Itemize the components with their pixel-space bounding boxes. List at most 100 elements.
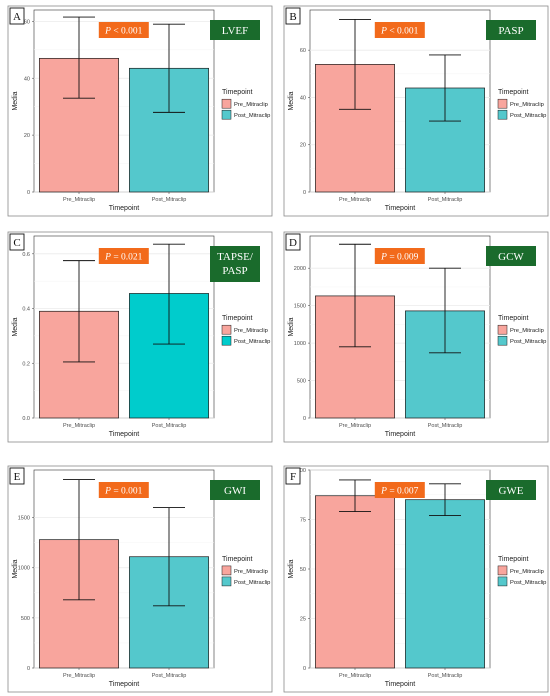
metric-title-box [210,480,260,500]
panel-letter-box [285,7,301,25]
legend-swatch [221,324,232,335]
p-value-label: P = 0.021 [104,253,143,263]
legend-label: Pre_Mitraclip [234,102,268,108]
legend-label: Post_Mitraclip [510,339,546,345]
legend-label: Pre_Mitraclip [510,102,544,108]
metric-title: GWI [224,485,246,497]
legend-label: Pre_Mitraclip [510,569,544,575]
y-tick-label: 100 [297,468,306,474]
y-tick-label: 0.6 [22,252,30,258]
legend-swatch [497,109,508,120]
panel-d: 0 500 1000 1500 2000 Pre_Mitraclip Post_Mitrac… [283,231,549,443]
legend-label: Pre_Mitraclip [234,328,268,334]
p-value-box [98,22,149,38]
y-axis-title: Media [288,317,295,336]
y-tick-label: 0.0 [22,416,30,422]
legend-label: Post_Mitraclip [510,580,546,586]
y-tick-label: 40 [24,76,30,82]
x-tick-label: Post_Mitraclip [152,197,187,203]
y-tick-label: 50 [300,567,306,573]
y-axis-title: Media [12,559,19,578]
metric-title: LVEF [222,25,249,37]
legend-label: Post_Mitraclip [234,339,270,345]
metric-title: GCW [498,251,524,263]
y-tick-label: 2000 [294,266,306,272]
panel-letter: B [289,11,296,23]
panel-letter-box [9,467,25,485]
legend-swatch [221,565,232,576]
y-axis-title: Media [288,559,295,578]
p-value-label: P = 0.007 [380,487,419,497]
legend-title: Timepoint [498,556,529,563]
legend-label: Post_Mitraclip [234,113,270,119]
p-value-label: P = 0.001 [104,487,143,497]
y-tick-label: 500 [21,616,30,622]
metric-title: PASP [498,25,523,37]
y-tick-label: 60 [300,48,306,54]
p-value-label: P = 0.009 [380,253,419,263]
p-value-box [98,248,149,264]
p-value-box [374,482,425,498]
bar-pre-mitraclip [315,495,395,669]
metric-title: TAPSE/PASP [217,251,254,277]
y-tick-label: 75 [300,518,306,524]
panel-letter-box [285,233,301,251]
legend-title: Timepoint [222,89,253,96]
y-tick-label: 0 [27,666,30,672]
x-tick-label: Pre_Mitraclip [63,423,95,429]
x-axis-title: Timepoint [385,431,416,438]
legend-label: Post_Mitraclip [234,580,270,586]
p-value-box [374,248,425,264]
x-tick-label: Pre_Mitraclip [63,197,95,203]
y-tick-label: 20 [300,143,306,149]
x-tick-label: Post_Mitraclip [428,673,463,679]
panel-letter: E [14,471,21,483]
metric-title: GWE [498,485,523,497]
panel-e: 0 500 1000 1500 Pre_Mitraclip Post_Mitraclip T… [7,465,273,693]
legend-label: Pre_Mitraclip [234,569,268,575]
x-axis-title: Timepoint [385,681,416,688]
legend-swatch [497,324,508,335]
legend-title: Timepoint [222,315,253,322]
panel-letter: C [13,237,20,249]
panel-letter: A [13,11,21,23]
y-tick-label: 0 [303,666,306,672]
legend-swatch [497,335,508,346]
panel-letter-box [285,467,301,485]
legend-swatch [221,335,232,346]
x-axis-title: Timepoint [109,681,140,688]
p-value-label: P < 0.001 [380,27,419,37]
metric-title-box [486,246,536,266]
y-tick-label: 1000 [18,566,30,572]
panel-f: 0 25 50 75 100 Pre_Mitraclip Post_Mitraclip Tim… [283,465,549,693]
x-axis-title: Timepoint [109,431,140,438]
y-tick-label: 25 [300,617,306,623]
x-tick-label: Post_Mitraclip [152,673,187,679]
legend-swatch [497,565,508,576]
legend-swatch [497,576,508,587]
panel-letter-box [9,7,25,25]
y-axis-title: Media [12,317,19,336]
x-tick-label: Pre_Mitraclip [63,673,95,679]
panel-letter: F [290,471,296,483]
legend-title: Timepoint [498,89,529,96]
y-axis-title: Media [12,91,19,110]
legend-title: Timepoint [222,556,253,563]
panel-c: 0.0 0.2 0.4 0.6 Pre_Mitraclip Post_Mitraclip T… [7,231,273,443]
x-tick-label: Post_Mitraclip [152,423,187,429]
x-tick-label: Pre_Mitraclip [339,197,371,203]
metric-title-box [210,246,260,282]
y-tick-label: 60 [24,19,30,25]
y-tick-label: 0 [303,190,306,196]
y-tick-label: 0.4 [22,307,30,313]
y-tick-label: 1500 [18,516,30,522]
p-value-box [374,22,425,38]
panel-letter-box [9,233,25,251]
metric-title-box [486,20,536,40]
panel-b: 0 20 40 60 Pre_Mitraclip Post_Mitraclip Timepo… [283,5,549,217]
panel-a: 0 20 40 60 Pre_Mitraclip Post_Mitraclip Timepo… [7,5,273,217]
legend-swatch [497,98,508,109]
legend-title: Timepoint [498,315,529,322]
p-value-label: P < 0.001 [104,27,143,37]
x-tick-label: Post_Mitraclip [428,423,463,429]
